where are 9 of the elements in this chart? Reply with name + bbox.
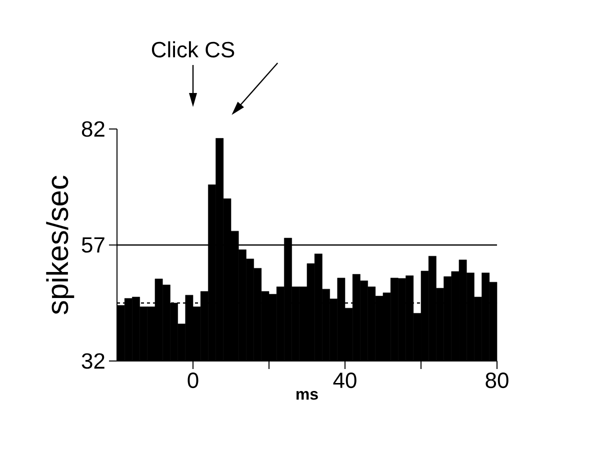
y-tick-label: 82 (82, 121, 104, 137)
x-tick-label: 0 (188, 372, 198, 388)
y-tick-label: 57 (82, 237, 104, 253)
y-tick-label: 32 (82, 353, 104, 369)
x-tick-label: 80 (486, 372, 508, 388)
y-axis-title: spikes/sec (46, 176, 74, 314)
x-axis-title: ms (296, 390, 318, 400)
x-tick-label: 40 (333, 372, 356, 388)
text: Click CS (152, 41, 234, 58)
